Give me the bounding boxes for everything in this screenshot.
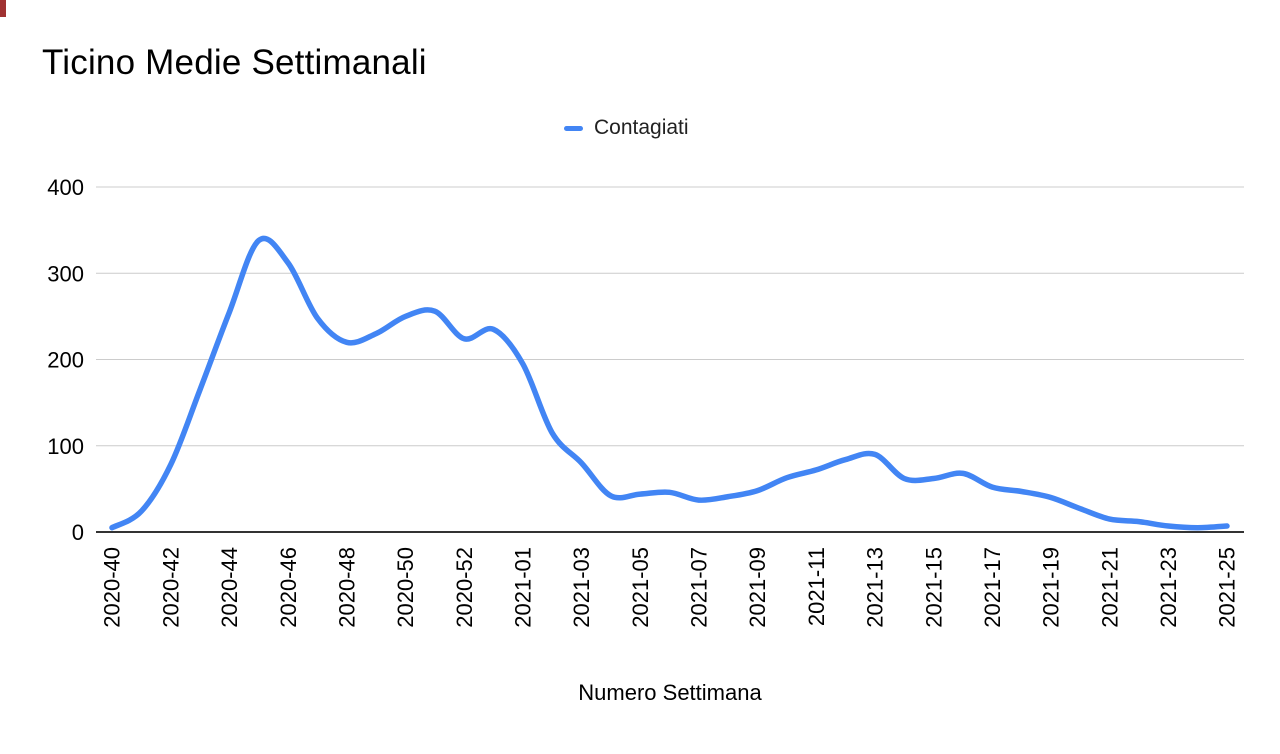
x-tick-label: 2021-11 (804, 547, 829, 626)
legend-label: Contagiati (594, 116, 689, 139)
x-tick-label: 2021-23 (1156, 547, 1181, 628)
y-tick-label: 0 (72, 520, 84, 545)
x-tick-label: 2020-40 (100, 547, 125, 628)
x-tick-label: 2021-05 (628, 547, 653, 628)
x-axis-title: Numero Settimana (578, 680, 762, 705)
legend-swatch-icon (564, 125, 583, 131)
screen-edge-artifact (0, 0, 6, 17)
x-tick-label: 2021-13 (863, 547, 888, 628)
x-tick-label: 2021-25 (1215, 547, 1240, 628)
x-tick-label: 2020-52 (452, 547, 477, 628)
x-tick-label: 2020-44 (217, 547, 242, 628)
chart-title: Ticino Medie Settimanali (42, 43, 427, 82)
x-tick-label: 2021-07 (687, 547, 712, 628)
x-tick-label: 2020-46 (276, 547, 301, 628)
y-tick-label: 100 (47, 434, 84, 459)
legend[interactable]: Contagiati (564, 112, 689, 144)
y-tick-label: 300 (47, 261, 84, 286)
y-tick-label: 200 (47, 348, 84, 373)
x-tick-label: 2020-48 (334, 547, 359, 628)
x-tick-label: 2021-03 (569, 547, 594, 628)
x-tick-label: 2020-42 (158, 547, 183, 628)
x-tick-label: 2021-19 (1039, 547, 1064, 628)
x-tick-label: 2021-21 (1097, 547, 1122, 628)
series-line-contagiati (109, 235, 1230, 531)
x-tick-label: 2021-01 (511, 547, 536, 628)
y-tick-label: 400 (47, 175, 84, 200)
x-tick-label: 2020-50 (393, 547, 418, 628)
x-tick-label: 2021-17 (980, 547, 1005, 628)
x-tick-label: 2021-15 (921, 547, 946, 628)
x-tick-label: 2021-09 (745, 547, 770, 628)
